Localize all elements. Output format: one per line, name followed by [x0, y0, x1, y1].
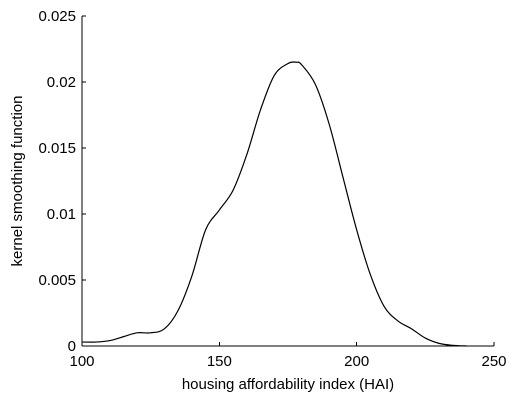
y-tick-label: 0: [68, 338, 76, 355]
y-tick-label: 0.005: [38, 272, 76, 289]
x-tick-label: 100: [69, 353, 94, 370]
x-tick-label: 250: [481, 353, 506, 370]
series-layer: [81, 61, 467, 347]
y-tick-label: 0.025: [38, 8, 76, 25]
y-tick-label: 0.015: [38, 140, 76, 157]
y-axis-label: kernel smoothing function: [9, 96, 26, 267]
density-curve: [81, 61, 467, 347]
x-tick-label: 150: [207, 353, 232, 370]
plot-area: 100 150 200 250 0 0.005 0.01 0.015 0.02 0.025: [38, 8, 506, 370]
y-axis-ticks: 0 0.005 0.01 0.015 0.02 0.025: [38, 8, 86, 355]
x-axis-label: housing affordability index (HAI): [182, 376, 394, 393]
x-axis-ticks: 100 150 200 250: [69, 342, 507, 370]
x-tick-label: 200: [344, 353, 369, 370]
y-tick-label: 0.02: [47, 74, 76, 91]
y-tick-label: 0.01: [47, 206, 76, 223]
